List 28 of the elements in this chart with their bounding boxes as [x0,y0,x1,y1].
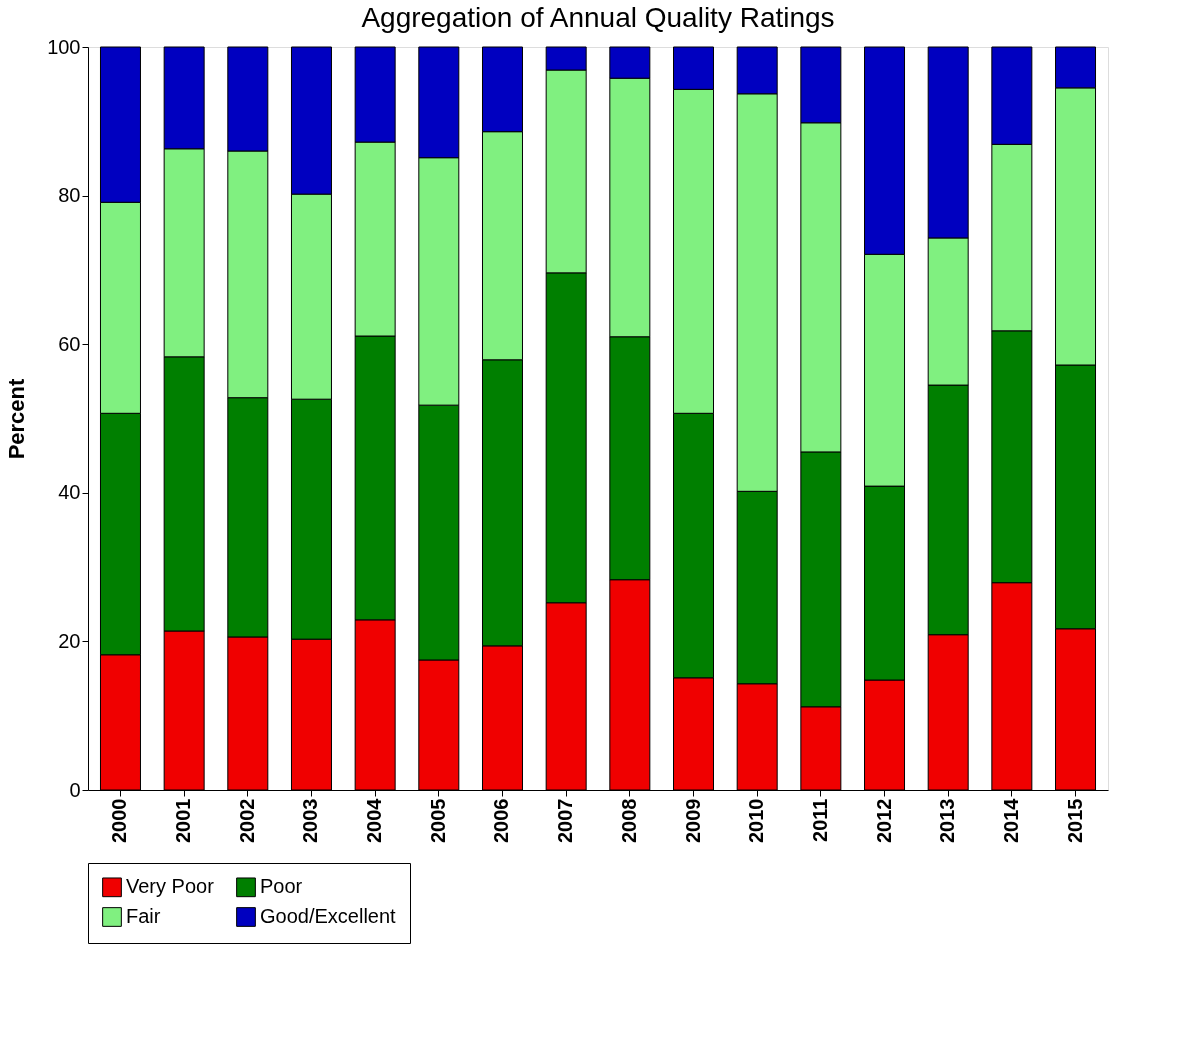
x-tick-label: 2011 [808,798,831,842]
x-tick-label: 2003 [299,798,322,843]
legend-label: Very Poor [126,875,215,898]
x-tick-label: 2002 [235,798,258,843]
x-tick-label: 2001 [172,798,195,843]
x-tick-label: 2014 [999,797,1022,843]
x-tick-label: 2004 [363,797,386,843]
chart-title: Aggregation of Annual Quality Ratings [361,2,835,33]
y-tick-label: 80 [58,184,81,207]
y-tick-label: 60 [58,332,81,355]
x-tick-label: 2008 [617,798,640,843]
x-tick-label: 2000 [108,798,131,843]
x-tick-label: 2013 [936,798,959,843]
y-tick-label: 40 [58,481,81,504]
x-tick-label: 2006 [490,798,513,843]
y-tick-label: 20 [58,629,81,652]
y-axis-title: Percent [4,377,30,460]
legend-label: Good/Excellent [260,905,397,927]
x-tick-label: 2007 [554,798,577,843]
y-tick-label: 100 [47,35,81,58]
y-tick-label: 0 [69,778,81,801]
x-tick-label: 2009 [681,798,704,843]
x-tick-label: 2010 [745,798,768,843]
x-tick-label: 2005 [426,798,449,843]
x-tick-label: 2015 [1063,798,1086,843]
x-tick-label: 2012 [872,798,895,843]
legend-label: Fair [126,905,161,927]
legend-label: Poor [260,875,303,898]
